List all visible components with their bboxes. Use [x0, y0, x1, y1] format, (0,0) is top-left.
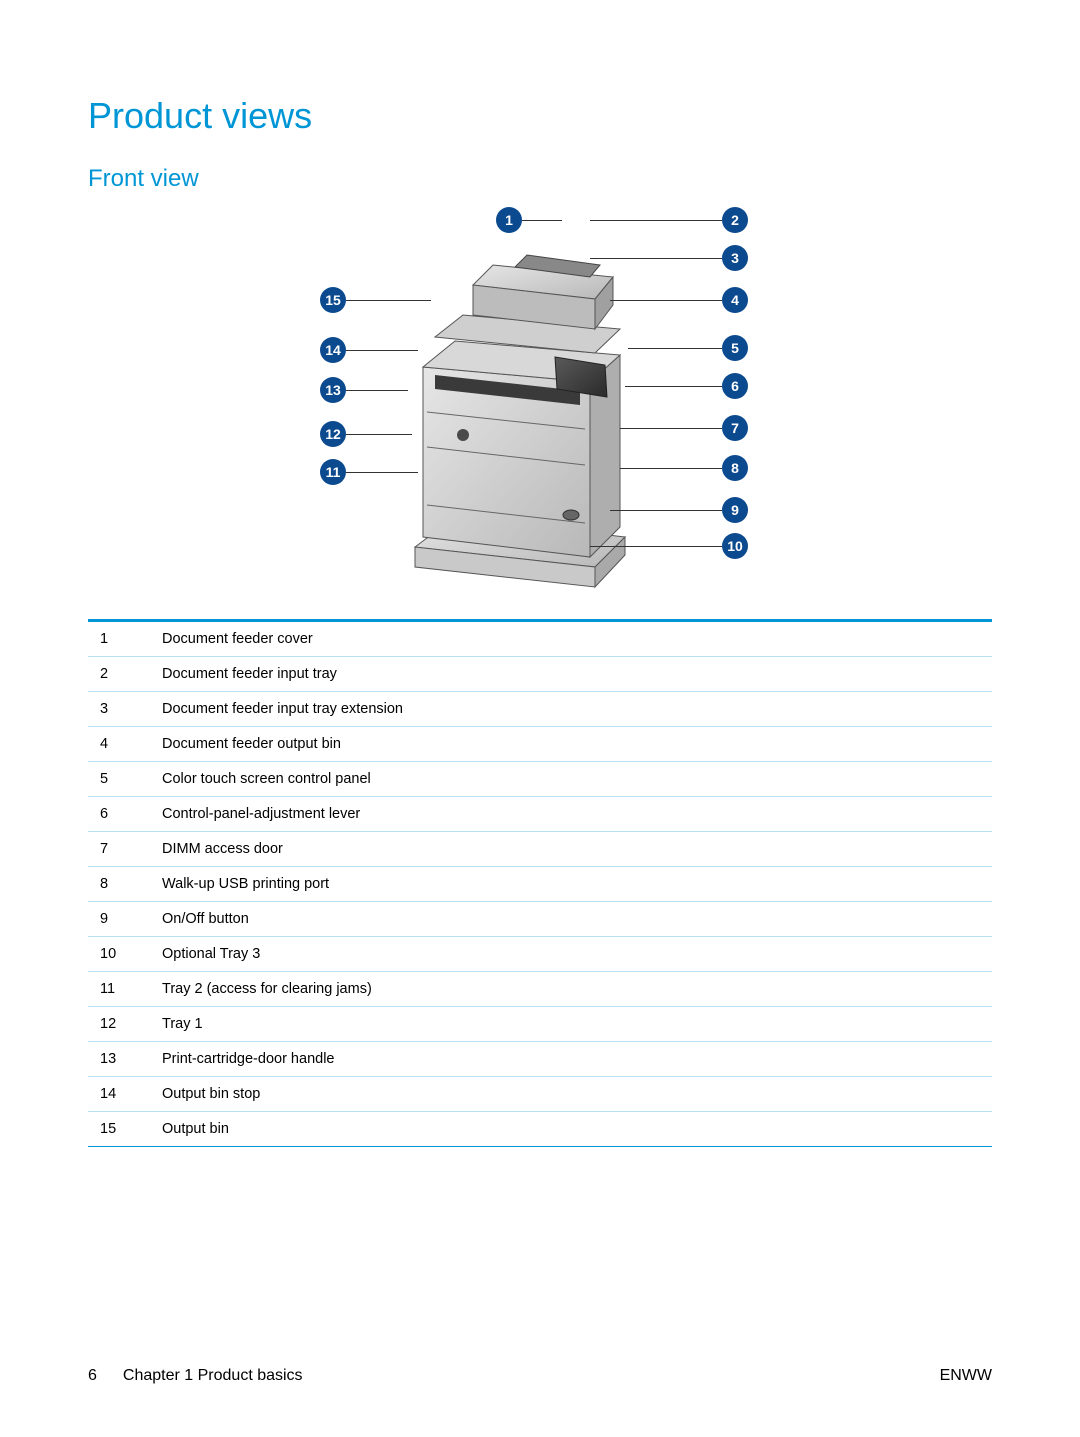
- table-row: 8Walk-up USB printing port: [88, 867, 992, 902]
- part-label: Tray 2 (access for clearing jams): [150, 972, 992, 1007]
- part-label: Color touch screen control panel: [150, 762, 992, 797]
- lead-line: [628, 348, 722, 349]
- part-label: DIMM access door: [150, 832, 992, 867]
- callout-11: 11: [320, 459, 346, 485]
- lead-line: [610, 510, 722, 511]
- part-number: 15: [88, 1112, 150, 1147]
- lead-line: [625, 386, 722, 387]
- table-row: 4Document feeder output bin: [88, 727, 992, 762]
- table-row: 9On/Off button: [88, 902, 992, 937]
- table-row: 6Control-panel-adjustment lever: [88, 797, 992, 832]
- table-row: 1Document feeder cover: [88, 622, 992, 657]
- table-row: 10Optional Tray 3: [88, 937, 992, 972]
- part-number: 1: [88, 622, 150, 657]
- part-label: Output bin stop: [150, 1077, 992, 1112]
- callout-10: 10: [722, 533, 748, 559]
- table-row: 14Output bin stop: [88, 1077, 992, 1112]
- callout-4: 4: [722, 287, 748, 313]
- callout-13: 13: [320, 377, 346, 403]
- chapter-label: Chapter 1 Product basics: [123, 1367, 303, 1385]
- callout-8: 8: [722, 455, 748, 481]
- part-number: 8: [88, 867, 150, 902]
- callout-1: 1: [496, 207, 522, 233]
- callout-2: 2: [722, 207, 748, 233]
- table-row: 5Color touch screen control panel: [88, 762, 992, 797]
- lead-line: [522, 220, 562, 221]
- part-number: 14: [88, 1077, 150, 1112]
- section-subtitle: Front view: [88, 165, 992, 193]
- diagram-container: 123456789101514131211: [88, 207, 992, 607]
- callout-6: 6: [722, 373, 748, 399]
- table-row: 15Output bin: [88, 1112, 992, 1147]
- printer-illustration: [395, 237, 655, 597]
- part-label: Tray 1: [150, 1007, 992, 1042]
- table-row: 2Document feeder input tray: [88, 657, 992, 692]
- part-number: 3: [88, 692, 150, 727]
- callout-12: 12: [320, 421, 346, 447]
- part-number: 13: [88, 1042, 150, 1077]
- part-label: Optional Tray 3: [150, 937, 992, 972]
- table-row: 13Print-cartridge-door handle: [88, 1042, 992, 1077]
- part-number: 5: [88, 762, 150, 797]
- callout-3: 3: [722, 245, 748, 271]
- part-number: 11: [88, 972, 150, 1007]
- part-number: 9: [88, 902, 150, 937]
- part-label: Document feeder input tray: [150, 657, 992, 692]
- part-label: Output bin: [150, 1112, 992, 1147]
- table-row: 11Tray 2 (access for clearing jams): [88, 972, 992, 1007]
- lead-line: [590, 546, 722, 547]
- lead-line: [620, 428, 722, 429]
- table-row: 3Document feeder input tray extension: [88, 692, 992, 727]
- lead-line: [590, 220, 722, 221]
- lead-line: [346, 390, 408, 391]
- lead-line: [346, 472, 418, 473]
- callout-14: 14: [320, 337, 346, 363]
- part-label: Print-cartridge-door handle: [150, 1042, 992, 1077]
- callout-5: 5: [722, 335, 748, 361]
- page-number: 6: [88, 1367, 97, 1385]
- part-number: 4: [88, 727, 150, 762]
- part-label: Document feeder input tray extension: [150, 692, 992, 727]
- part-number: 10: [88, 937, 150, 972]
- lead-line: [346, 350, 418, 351]
- lead-line: [346, 300, 431, 301]
- part-number: 2: [88, 657, 150, 692]
- lead-line: [590, 258, 722, 259]
- parts-table: 1Document feeder cover2Document feeder i…: [88, 619, 992, 1147]
- part-number: 6: [88, 797, 150, 832]
- table-row: 7DIMM access door: [88, 832, 992, 867]
- part-label: Document feeder output bin: [150, 727, 992, 762]
- lead-line: [610, 300, 722, 301]
- page-title: Product views: [88, 95, 992, 137]
- part-number: 12: [88, 1007, 150, 1042]
- lead-line: [346, 434, 412, 435]
- callout-15: 15: [320, 287, 346, 313]
- callout-7: 7: [722, 415, 748, 441]
- lead-line: [620, 468, 722, 469]
- part-label: Walk-up USB printing port: [150, 867, 992, 902]
- part-label: Control-panel-adjustment lever: [150, 797, 992, 832]
- part-label: On/Off button: [150, 902, 992, 937]
- footer-right: ENWW: [940, 1367, 992, 1385]
- part-label: Document feeder cover: [150, 622, 992, 657]
- part-number: 7: [88, 832, 150, 867]
- callout-9: 9: [722, 497, 748, 523]
- table-row: 12Tray 1: [88, 1007, 992, 1042]
- page-footer: 6 Chapter 1 Product basics ENWW: [88, 1367, 992, 1385]
